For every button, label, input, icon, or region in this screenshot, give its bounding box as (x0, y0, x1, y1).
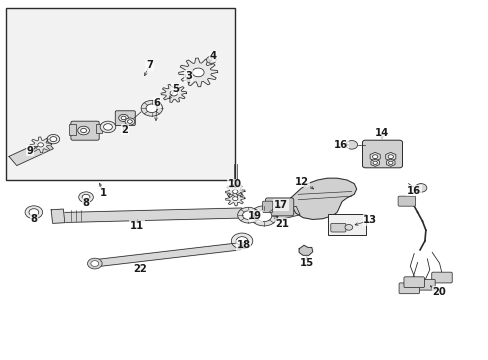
Bar (5, 8, 234, 180)
FancyBboxPatch shape (330, 224, 345, 232)
Text: 11: 11 (130, 221, 144, 231)
Circle shape (47, 134, 60, 144)
Text: 20: 20 (432, 287, 446, 297)
Text: 18: 18 (236, 240, 250, 250)
Polygon shape (225, 192, 244, 206)
Text: 16: 16 (407, 186, 420, 196)
Circle shape (237, 207, 259, 223)
Circle shape (372, 155, 377, 159)
Circle shape (250, 206, 277, 226)
Bar (96, 124, 102, 133)
Circle shape (206, 56, 216, 63)
FancyBboxPatch shape (362, 140, 402, 168)
Circle shape (121, 116, 126, 120)
Polygon shape (225, 184, 244, 199)
Circle shape (25, 206, 42, 219)
Text: 9: 9 (26, 145, 33, 156)
Text: 8: 8 (82, 198, 89, 208)
Circle shape (38, 143, 43, 147)
Circle shape (345, 140, 357, 149)
Text: 21: 21 (275, 219, 289, 229)
Text: 22: 22 (133, 264, 146, 274)
Text: 15: 15 (299, 258, 313, 268)
Circle shape (232, 189, 237, 193)
Polygon shape (30, 137, 51, 153)
Text: 8: 8 (30, 214, 37, 224)
Polygon shape (51, 209, 65, 223)
Text: 5: 5 (171, 84, 179, 94)
Polygon shape (178, 58, 217, 87)
Circle shape (236, 237, 247, 245)
FancyBboxPatch shape (262, 201, 272, 213)
FancyBboxPatch shape (403, 277, 424, 288)
Text: 14: 14 (374, 129, 388, 138)
Circle shape (50, 136, 57, 141)
FancyBboxPatch shape (431, 272, 451, 283)
Circle shape (87, 258, 102, 269)
Text: 10: 10 (227, 179, 241, 189)
Circle shape (29, 209, 39, 216)
Circle shape (372, 161, 377, 165)
Text: 17: 17 (273, 200, 287, 210)
Polygon shape (385, 152, 395, 161)
Circle shape (231, 233, 252, 249)
Text: 2: 2 (122, 125, 128, 135)
Text: 6: 6 (153, 98, 160, 108)
Polygon shape (274, 206, 300, 220)
Text: 7: 7 (146, 60, 153, 70)
Circle shape (78, 126, 89, 135)
Polygon shape (370, 159, 379, 166)
FancyBboxPatch shape (397, 196, 415, 206)
FancyBboxPatch shape (398, 283, 419, 294)
Polygon shape (369, 152, 380, 161)
Circle shape (242, 211, 254, 220)
Text: 4: 4 (209, 51, 216, 61)
Circle shape (146, 104, 158, 113)
Bar (69, 125, 76, 135)
Circle shape (414, 184, 426, 192)
Circle shape (125, 118, 135, 125)
Polygon shape (290, 178, 356, 220)
Circle shape (103, 124, 112, 130)
Text: 12: 12 (294, 177, 308, 187)
Circle shape (192, 68, 203, 77)
Circle shape (387, 155, 393, 159)
Polygon shape (299, 245, 312, 255)
FancyBboxPatch shape (71, 121, 99, 140)
Circle shape (388, 161, 392, 165)
Circle shape (141, 100, 162, 116)
Text: 19: 19 (248, 211, 262, 221)
Circle shape (100, 121, 116, 133)
Polygon shape (57, 208, 242, 223)
Circle shape (119, 114, 128, 122)
Bar (328, 214, 366, 234)
Text: 16: 16 (333, 140, 347, 150)
Circle shape (79, 192, 93, 203)
Text: 13: 13 (363, 215, 377, 225)
FancyBboxPatch shape (414, 279, 434, 290)
Circle shape (127, 120, 132, 123)
FancyBboxPatch shape (265, 198, 293, 216)
Circle shape (81, 129, 86, 133)
Circle shape (232, 197, 237, 201)
Polygon shape (386, 159, 394, 166)
Text: 3: 3 (184, 71, 191, 81)
Circle shape (91, 261, 99, 266)
Circle shape (82, 194, 90, 200)
Polygon shape (95, 243, 240, 267)
FancyBboxPatch shape (115, 111, 135, 126)
Polygon shape (9, 140, 53, 166)
Polygon shape (161, 84, 186, 103)
Text: 1: 1 (100, 188, 106, 198)
Circle shape (170, 90, 177, 96)
Circle shape (344, 225, 352, 230)
Circle shape (256, 210, 271, 222)
